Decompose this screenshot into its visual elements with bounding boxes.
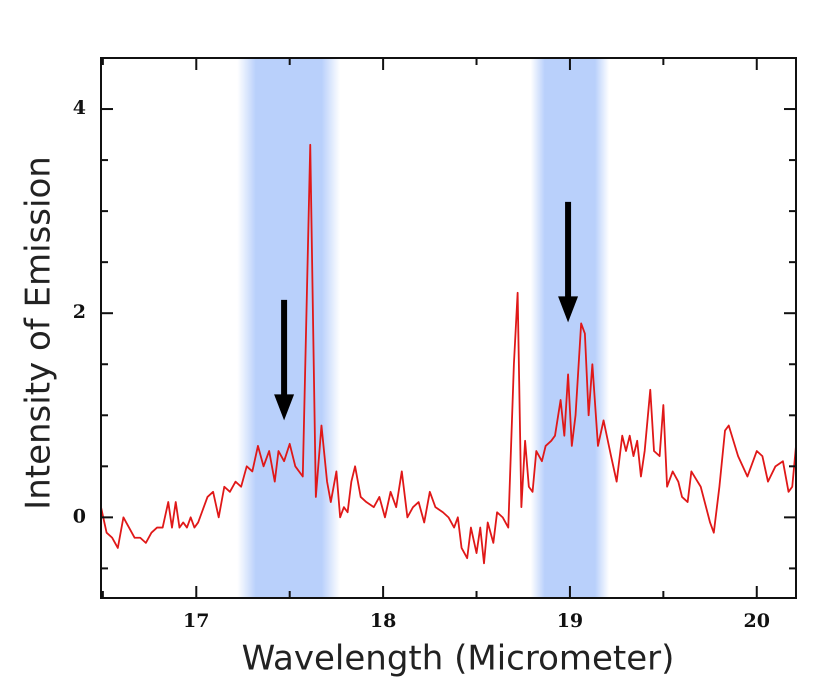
x-tick-label: 18 <box>370 610 396 632</box>
arrow <box>274 299 295 421</box>
arrow-head <box>274 394 295 421</box>
highlight-band <box>530 58 610 598</box>
y-tick-label: 4 <box>73 97 86 119</box>
highlight-band <box>237 58 341 598</box>
plot-area <box>101 58 796 598</box>
data-line <box>101 143 796 565</box>
y-tick-label: 2 <box>73 301 86 323</box>
x-tick-label: 20 <box>744 610 770 632</box>
arrow <box>558 201 579 323</box>
y-axis-label: Intensity of Emission <box>19 156 59 510</box>
y-tick-label: 0 <box>73 505 86 527</box>
x-axis-label: Wavelength (Micrometer) <box>242 639 675 679</box>
x-tick-label: 17 <box>183 610 209 632</box>
plot-frame <box>100 57 797 599</box>
x-tick-label: 19 <box>557 610 583 632</box>
arrow-head <box>558 296 579 323</box>
